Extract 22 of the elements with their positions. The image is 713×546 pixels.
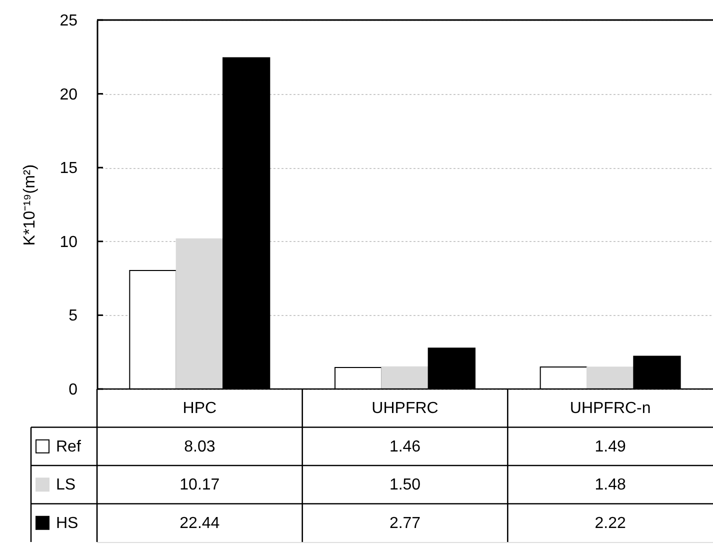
data-label: 1.48 bbox=[594, 476, 626, 494]
y-tick-label: 0 bbox=[68, 382, 78, 398]
legend-label: HS bbox=[56, 514, 78, 532]
x-tick-label: UHPFRC-n bbox=[570, 400, 651, 418]
data-label: 1.50 bbox=[389, 476, 421, 494]
y-tick-label: 20 bbox=[60, 86, 78, 104]
legend-label: Ref bbox=[56, 438, 82, 456]
x-tick-label: UHPFRC bbox=[372, 400, 438, 418]
data-label: 10.17 bbox=[180, 476, 220, 494]
data-label: 2.77 bbox=[389, 514, 421, 532]
data-label: 1.49 bbox=[594, 438, 626, 456]
data-label: 2.22 bbox=[594, 514, 626, 532]
y-tick-label: 25 bbox=[60, 12, 78, 30]
y-tick-label: 15 bbox=[60, 160, 78, 178]
y-tick-label: 10 bbox=[60, 234, 78, 251]
y-tick-label: 5 bbox=[68, 308, 78, 325]
y-axis-title: K*10⁻¹⁹(m²) bbox=[22, 164, 39, 246]
data-label: 22.44 bbox=[180, 514, 220, 532]
data-label: 1.46 bbox=[389, 438, 421, 456]
legend-label: LS bbox=[56, 476, 76, 494]
x-tick-label: HPC bbox=[182, 400, 217, 418]
data-label: 8.03 bbox=[184, 438, 216, 456]
